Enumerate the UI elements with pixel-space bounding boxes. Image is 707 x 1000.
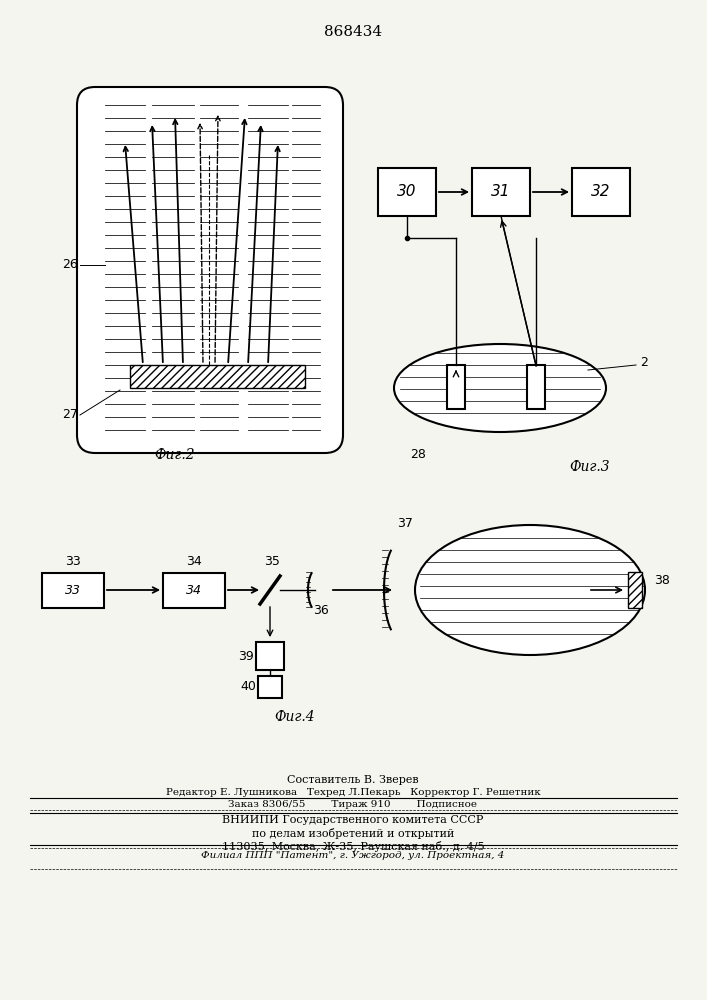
Bar <box>163 573 225 608</box>
Text: 26: 26 <box>62 258 78 271</box>
Bar <box>572 168 630 216</box>
Text: Фиг.3: Фиг.3 <box>570 460 610 474</box>
Text: по делам изобретений и открытий: по делам изобретений и открытий <box>252 828 454 839</box>
Bar <box>42 573 104 608</box>
Text: Фиг.2: Фиг.2 <box>155 448 195 462</box>
Text: 37: 37 <box>397 517 413 530</box>
Ellipse shape <box>394 344 606 432</box>
Text: 32: 32 <box>591 184 611 200</box>
Text: 33: 33 <box>65 555 81 568</box>
Text: 33: 33 <box>65 584 81 597</box>
Bar <box>628 572 642 608</box>
Bar <box>378 168 436 216</box>
Text: 113035, Москва, Ж-35, Раушская наб., д. 4/5: 113035, Москва, Ж-35, Раушская наб., д. … <box>222 841 484 852</box>
Text: 38: 38 <box>654 574 670 586</box>
Ellipse shape <box>415 525 645 655</box>
Text: 35: 35 <box>264 555 280 568</box>
Text: Составитель В. Зверев: Составитель В. Зверев <box>287 775 419 785</box>
Text: 34: 34 <box>186 584 202 597</box>
Text: 30: 30 <box>397 184 416 200</box>
Text: Заказ 8306/55        Тираж 910        Подписное: Заказ 8306/55 Тираж 910 Подписное <box>228 800 477 809</box>
Text: 34: 34 <box>186 555 202 568</box>
Bar <box>256 642 284 670</box>
Bar <box>130 365 305 388</box>
FancyBboxPatch shape <box>77 87 343 453</box>
Text: 40: 40 <box>240 680 256 694</box>
Text: 2: 2 <box>640 356 648 368</box>
Text: 31: 31 <box>491 184 510 200</box>
Text: 27: 27 <box>62 408 78 422</box>
Bar <box>527 365 545 409</box>
Text: ВНИИПИ Государственного комитета СССР: ВНИИПИ Государственного комитета СССР <box>222 815 484 825</box>
Text: Фиг.4: Фиг.4 <box>275 710 315 724</box>
Text: Редактор Е. Лушникова   Техред Л.Пекарь   Корректор Г. Решетник: Редактор Е. Лушникова Техред Л.Пекарь Ко… <box>165 788 540 797</box>
Text: 39: 39 <box>238 650 254 662</box>
Text: Филиал ППП "Патент", г. Ужгород, ул. Проектная, 4: Филиал ППП "Патент", г. Ужгород, ул. Про… <box>201 851 505 860</box>
Text: 868434: 868434 <box>324 25 382 39</box>
Bar <box>258 676 282 698</box>
Bar <box>447 365 465 409</box>
Bar <box>472 168 530 216</box>
Text: 36: 36 <box>313 604 329 617</box>
Text: 28: 28 <box>410 448 426 461</box>
